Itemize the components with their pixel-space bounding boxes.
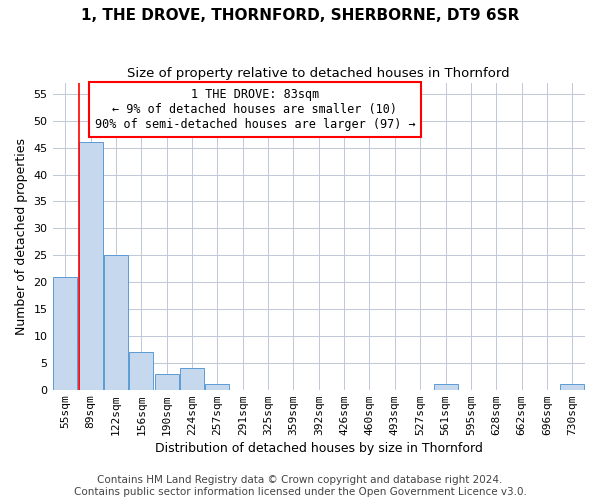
Bar [155, 374, 179, 390]
Bar [180, 368, 204, 390]
Bar [205, 384, 229, 390]
Bar [129, 352, 154, 390]
Bar [434, 384, 458, 390]
Text: Contains HM Land Registry data © Crown copyright and database right 2024.
Contai: Contains HM Land Registry data © Crown c… [74, 476, 526, 497]
Title: Size of property relative to detached houses in Thornford: Size of property relative to detached ho… [127, 68, 510, 80]
Text: 1, THE DROVE, THORNFORD, SHERBORNE, DT9 6SR: 1, THE DROVE, THORNFORD, SHERBORNE, DT9 … [81, 8, 519, 22]
Text: 1 THE DROVE: 83sqm
← 9% of detached houses are smaller (10)
90% of semi-detached: 1 THE DROVE: 83sqm ← 9% of detached hous… [95, 88, 415, 130]
Y-axis label: Number of detached properties: Number of detached properties [15, 138, 28, 335]
Bar [560, 384, 584, 390]
Bar [104, 255, 128, 390]
X-axis label: Distribution of detached houses by size in Thornford: Distribution of detached houses by size … [155, 442, 483, 455]
Bar [53, 276, 77, 390]
Bar [79, 142, 103, 390]
